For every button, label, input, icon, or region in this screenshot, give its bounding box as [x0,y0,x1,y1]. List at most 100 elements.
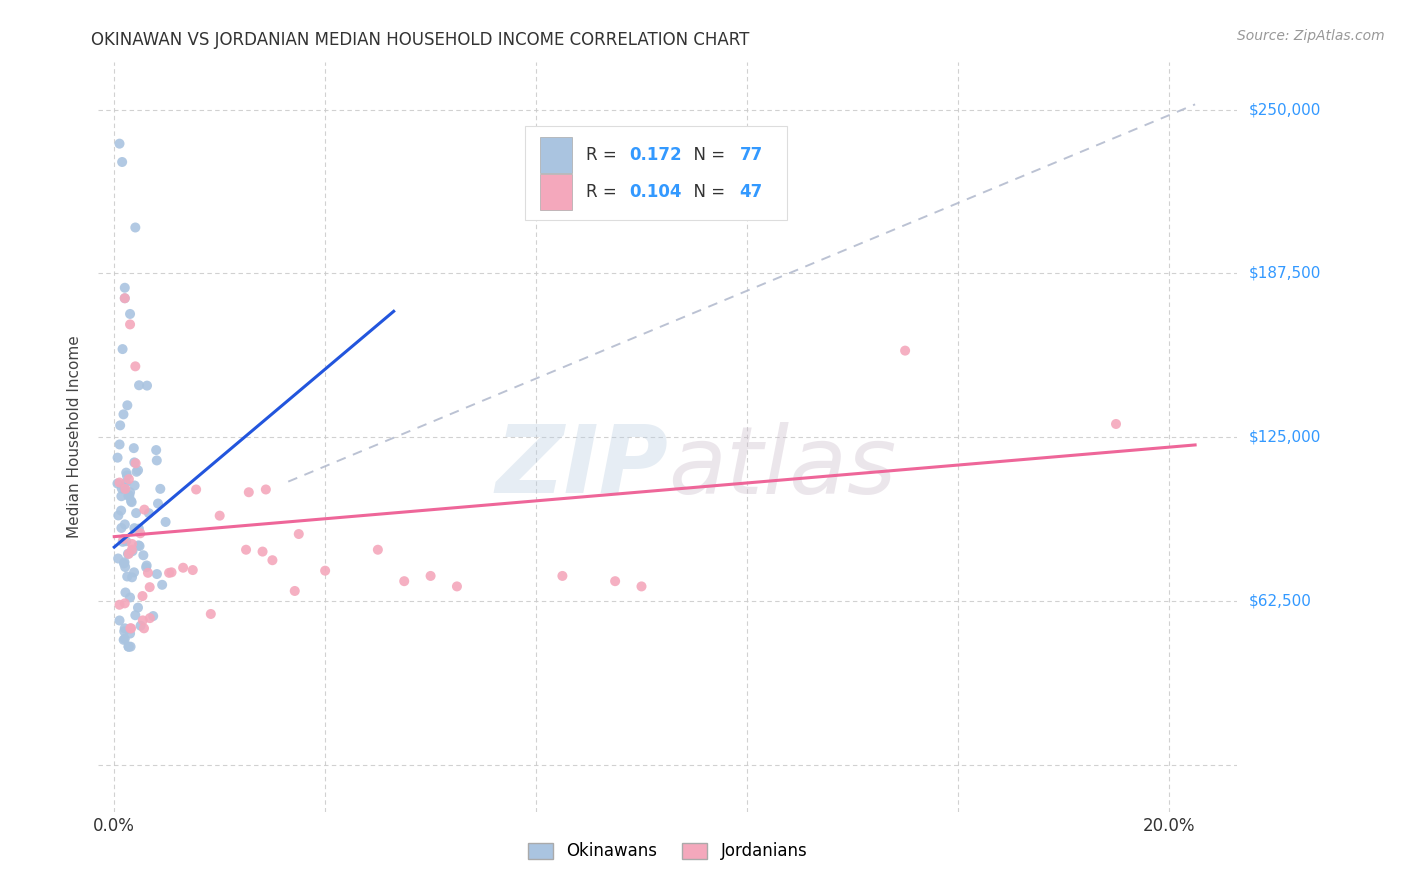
Point [114,291,136,305]
Point [551,569,574,583]
Point [108,437,131,451]
Point [124,220,146,235]
Point [134,502,156,516]
Point [145,443,167,458]
Point [132,621,155,635]
Point [131,589,153,603]
Point [262,553,284,567]
Point [114,560,136,574]
Point [111,482,134,496]
Point [114,555,136,569]
Point [120,640,142,654]
Text: 0.104: 0.104 [628,183,682,201]
Point [121,537,143,551]
Point [124,608,146,623]
FancyBboxPatch shape [540,174,572,210]
Point [252,544,274,558]
Point [181,563,204,577]
Point [117,398,139,412]
FancyBboxPatch shape [540,136,572,172]
Point [108,418,131,433]
Point [160,566,183,580]
Point [120,485,142,500]
Text: $125,000: $125,000 [1249,430,1320,444]
Point [114,281,136,295]
Point [114,482,136,496]
Text: R =: R = [586,183,621,201]
Point [108,614,131,628]
Point [122,566,145,580]
Point [108,136,131,151]
Point [136,566,159,580]
Point [128,539,150,553]
Point [235,542,257,557]
Point [121,570,143,584]
Point [127,463,149,477]
Point [284,584,307,599]
Point [118,547,141,561]
Point [112,624,135,639]
Point [111,155,134,169]
Point [115,534,138,549]
Text: $250,000: $250,000 [1249,102,1320,117]
Point [118,489,141,503]
Y-axis label: Median Household Income: Median Household Income [67,335,83,539]
Point [135,558,157,573]
Point [112,632,135,647]
Point [115,475,138,490]
Point [114,585,136,599]
Text: 47: 47 [740,183,763,201]
Text: $62,500: $62,500 [1249,593,1312,608]
Point [125,506,148,520]
Text: N =: N = [683,183,730,201]
Point [157,566,180,580]
Point [129,526,152,541]
Point [146,453,169,467]
Point [132,614,155,628]
Point [146,567,169,582]
Point [128,538,150,552]
Text: OKINAWAN VS JORDANIAN MEDIAN HOUSEHOLD INCOME CORRELATION CHART: OKINAWAN VS JORDANIAN MEDIAN HOUSEHOLD I… [91,31,749,49]
Point [108,598,131,612]
Point [114,517,136,532]
Point [121,495,143,509]
Point [150,578,173,592]
Point [139,611,162,625]
Point [110,521,132,535]
Point [128,522,150,536]
Point [124,456,146,470]
Point [394,574,416,589]
Point [630,579,652,593]
Point [112,557,135,571]
Point [121,542,143,557]
Point [124,359,146,374]
Point [1105,417,1128,431]
Text: atlas: atlas [668,422,896,513]
Point [120,621,142,635]
Point [115,466,138,480]
Point [135,560,157,574]
Point [112,480,135,494]
FancyBboxPatch shape [526,126,787,219]
Point [367,542,389,557]
Point [117,489,139,503]
Point [142,609,165,624]
Point [115,468,138,483]
Point [238,485,260,500]
Text: 0.172: 0.172 [628,145,682,163]
Point [120,621,142,635]
Point [208,508,231,523]
Point [112,408,135,422]
Point [114,632,136,646]
Point [124,478,146,492]
Point [122,441,145,455]
Point [125,465,148,479]
Text: R =: R = [586,145,621,163]
Point [121,544,143,558]
Point [111,534,134,549]
Point [120,494,142,508]
Point [117,640,139,654]
Text: Source: ZipAtlas.com: Source: ZipAtlas.com [1237,29,1385,43]
Point [110,503,132,517]
Text: N =: N = [683,145,730,163]
